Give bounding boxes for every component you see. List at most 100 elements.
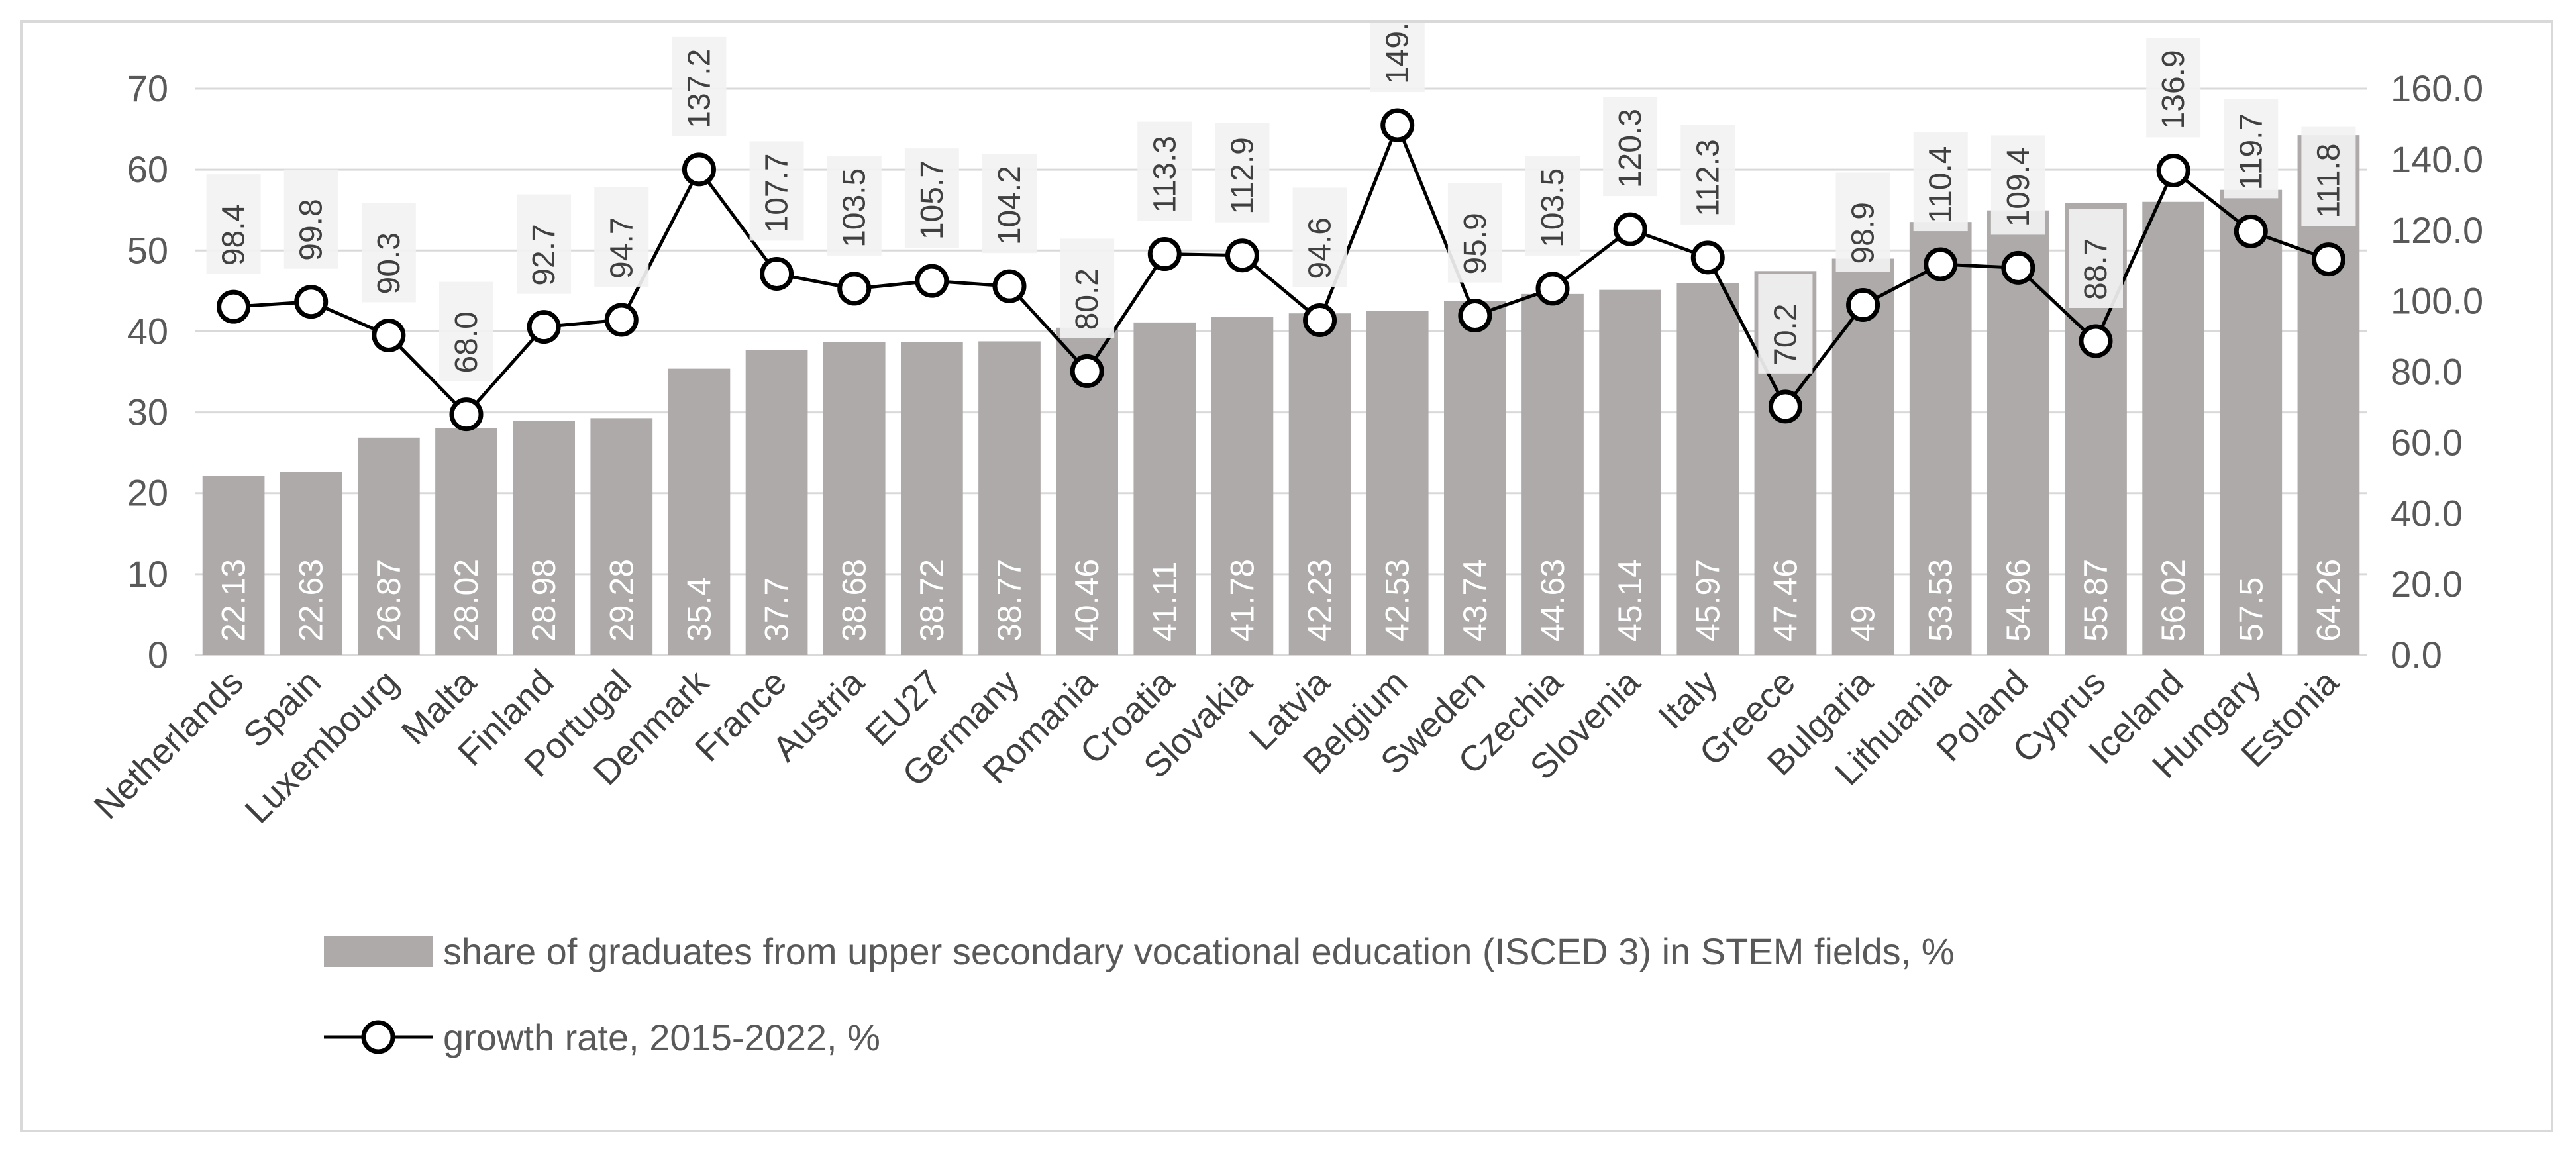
bar-value-label: 41.78 — [1223, 559, 1261, 642]
right-axis-tick-label: 20.0 — [2391, 563, 2463, 605]
line-value-label: 104.2 — [992, 166, 1027, 245]
bar-value-label: 56.02 — [2155, 559, 2192, 642]
left-axis-tick-label: 20 — [127, 472, 168, 514]
line-label-box — [439, 281, 493, 381]
bar — [590, 418, 653, 655]
bar-value-label: 37.7 — [758, 577, 796, 642]
line-marker — [294, 285, 329, 319]
line-marker — [1846, 288, 1880, 323]
bar-value-label: 26.87 — [370, 559, 407, 642]
line-marker — [2156, 153, 2190, 187]
line-label-box — [749, 141, 804, 241]
bar-value-label: 28.02 — [448, 559, 485, 642]
left-axis-tick-label: 30 — [127, 391, 168, 433]
right-axis-tick-label: 120.0 — [2391, 209, 2483, 251]
bar-value-label: 49 — [1845, 605, 1882, 642]
bar-value-label: 54.96 — [2000, 559, 2037, 642]
line-label-box — [1292, 187, 1347, 287]
line-value-label: 105.7 — [915, 160, 950, 240]
line-value-label: 103.5 — [837, 168, 872, 248]
line-marker — [992, 269, 1027, 303]
bar — [1211, 317, 1274, 655]
category-labels: NetherlandsSpainLuxembourgMaltaFinlandPo… — [87, 662, 2347, 830]
left-axis-tick-label: 70 — [127, 68, 168, 109]
left-axis-ticks: 0 10 20 30 40 50 60 70 — [127, 68, 168, 676]
bar-value-label: 38.77 — [991, 559, 1028, 642]
bar-value-label: 38.72 — [913, 559, 951, 642]
bar-value-label: 29.28 — [603, 559, 640, 642]
bar-value-label: 35.4 — [680, 577, 717, 642]
line-data-labels: 98.4 99.8 90.3 68.0 92.7 94.7 137.2 107.7 103.5 1… — [206, 23, 2356, 381]
line-value-label: 149.7 — [1380, 23, 1416, 84]
line-marker — [1690, 240, 1725, 275]
line-label-box — [1370, 23, 1425, 93]
bar — [202, 476, 265, 655]
line-label-box — [827, 156, 882, 256]
line-marker — [760, 256, 794, 291]
bar — [978, 341, 1041, 655]
bar — [745, 350, 808, 655]
line-marker — [1613, 212, 1647, 246]
right-axis-tick-label: 100.0 — [2391, 280, 2483, 322]
line-label-box — [1680, 125, 1735, 225]
line-marker — [915, 264, 949, 298]
right-axis-tick-label: 0.0 — [2391, 634, 2442, 676]
line-marker — [217, 289, 251, 324]
bar-value-label: 45.14 — [1612, 559, 1649, 642]
bar-value-label: 43.74 — [1457, 559, 1494, 642]
bar — [2142, 201, 2204, 655]
right-axis-tick-label: 40.0 — [2391, 492, 2463, 534]
left-axis-tick-label: 50 — [127, 229, 168, 271]
line-label-box — [982, 154, 1037, 254]
bar — [901, 342, 963, 655]
line-marker — [2079, 324, 2113, 358]
line-value-label: 107.7 — [760, 153, 795, 232]
line-label-box — [1835, 172, 1890, 272]
line-label-box — [1603, 97, 1658, 197]
line-value-label: 80.2 — [1070, 268, 1105, 330]
bar — [435, 428, 497, 655]
bar — [1599, 289, 1661, 655]
line-marker — [604, 303, 639, 337]
line-label-box — [1137, 121, 1192, 221]
bar — [1676, 283, 1739, 655]
line-marker — [2311, 242, 2345, 277]
line-marker — [1924, 247, 1958, 281]
line-value-label: 95.9 — [1458, 213, 1493, 274]
left-axis-tick-label: 0 — [148, 634, 168, 676]
bar-value-label: 55.87 — [2077, 559, 2114, 642]
bar-series — [202, 135, 2360, 656]
line-value-label: 137.2 — [682, 49, 717, 128]
bar-value-label: 47.46 — [1767, 559, 1804, 642]
line-label-box — [904, 148, 959, 248]
line-label-box — [1990, 135, 2045, 235]
line-label-box — [1060, 238, 1115, 338]
line-value-label: 120.3 — [1613, 109, 1648, 188]
line-marker — [1458, 299, 1492, 333]
line-label-box — [517, 194, 572, 294]
bar-value-label: 42.53 — [1379, 559, 1416, 642]
right-axis-tick-label: 160.0 — [2391, 68, 2483, 109]
bar-value-label: 53.53 — [1922, 559, 1959, 642]
legend: share of graduates from upper secondary … — [324, 930, 1955, 1058]
chart-frame: 22.13 22.63 26.87 28.02 28.98 29.28 35.4 37.7 38… — [20, 20, 2553, 1132]
line-marker — [682, 152, 716, 187]
line-label-box — [1215, 123, 1270, 223]
left-axis-tick-label: 40 — [127, 310, 168, 352]
line-value-label: 112.9 — [1225, 137, 1260, 215]
bar — [1831, 258, 1894, 655]
bar-value-label: 22.13 — [215, 559, 252, 642]
line-marker — [2234, 214, 2268, 248]
line-label-box — [1913, 132, 1968, 232]
right-axis-tick-label: 60.0 — [2391, 421, 2463, 463]
bar-value-label: 41.11 — [1146, 562, 1183, 642]
bar-value-label: 64.26 — [2310, 559, 2347, 642]
growth-rate-line — [233, 121, 2330, 417]
line-value-label: 68.0 — [449, 311, 484, 373]
line-label-box — [672, 36, 727, 136]
line-marker — [2001, 250, 2035, 285]
line-value-label: 119.7 — [2234, 113, 2269, 191]
left-axis-tick-label: 10 — [127, 553, 168, 595]
left-axis-tick-label: 60 — [127, 148, 168, 190]
line-value-label: 136.9 — [2156, 50, 2191, 129]
